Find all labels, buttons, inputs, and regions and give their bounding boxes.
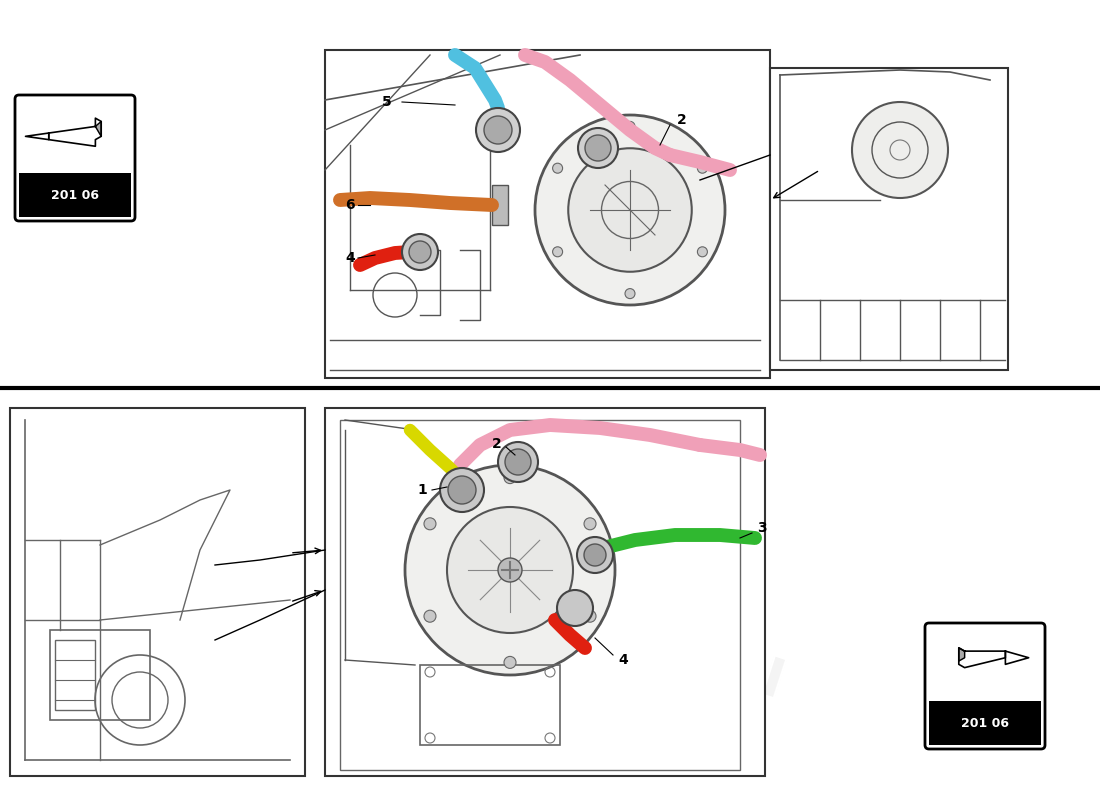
Bar (19, 174, 131, 217)
Text: LAMBORGHINI: LAMBORGHINI (371, 530, 790, 710)
Circle shape (535, 115, 725, 305)
Polygon shape (25, 133, 48, 140)
Circle shape (476, 108, 520, 152)
Bar (492, 185, 508, 225)
Bar (50, 630, 150, 720)
Circle shape (585, 135, 611, 161)
Bar (324, 50, 770, 378)
Bar (55, 640, 95, 710)
Text: 2: 2 (492, 437, 502, 451)
Circle shape (552, 163, 562, 174)
Text: LAMBORGHINI: LAMBORGHINI (371, 150, 790, 330)
Circle shape (569, 148, 692, 272)
Circle shape (697, 246, 707, 257)
Circle shape (557, 590, 593, 626)
Text: 1: 1 (417, 483, 427, 497)
Circle shape (405, 465, 615, 675)
Circle shape (498, 442, 538, 482)
Bar (324, 408, 764, 776)
Circle shape (402, 234, 438, 270)
Text: 4: 4 (345, 251, 355, 265)
Circle shape (852, 102, 948, 198)
Circle shape (440, 468, 484, 512)
Text: 4: 4 (618, 653, 628, 667)
Circle shape (578, 128, 618, 168)
FancyBboxPatch shape (15, 95, 135, 221)
Bar (420, 665, 560, 745)
Polygon shape (959, 648, 1005, 668)
Circle shape (505, 449, 531, 475)
Circle shape (424, 518, 436, 530)
Circle shape (424, 610, 436, 622)
Circle shape (448, 476, 476, 504)
Text: 201 06: 201 06 (51, 189, 99, 202)
Text: 201 06: 201 06 (961, 717, 1009, 730)
Circle shape (584, 544, 606, 566)
Circle shape (578, 537, 613, 573)
Text: 6: 6 (345, 198, 355, 212)
Circle shape (584, 610, 596, 622)
Polygon shape (1005, 651, 1028, 664)
Polygon shape (96, 122, 101, 136)
Circle shape (552, 246, 562, 257)
Polygon shape (48, 118, 101, 146)
Bar (770, 68, 1008, 370)
Circle shape (504, 656, 516, 668)
Circle shape (625, 122, 635, 131)
Text: 3: 3 (757, 521, 767, 535)
Circle shape (498, 558, 522, 582)
Bar (340, 420, 740, 770)
Circle shape (697, 163, 707, 173)
Bar (10, 408, 305, 776)
FancyBboxPatch shape (925, 623, 1045, 749)
Circle shape (625, 289, 635, 298)
Text: a Parts.com Catalog: a Parts.com Catalog (397, 218, 703, 342)
Circle shape (484, 116, 512, 144)
Circle shape (584, 518, 596, 530)
Circle shape (409, 241, 431, 263)
Text: 5: 5 (382, 95, 392, 109)
Bar (930, 702, 1041, 745)
Polygon shape (959, 648, 965, 661)
Circle shape (504, 472, 516, 483)
Circle shape (447, 507, 573, 633)
Text: 2: 2 (678, 113, 686, 127)
Text: a Parts.com Catalog: a Parts.com Catalog (397, 568, 703, 692)
